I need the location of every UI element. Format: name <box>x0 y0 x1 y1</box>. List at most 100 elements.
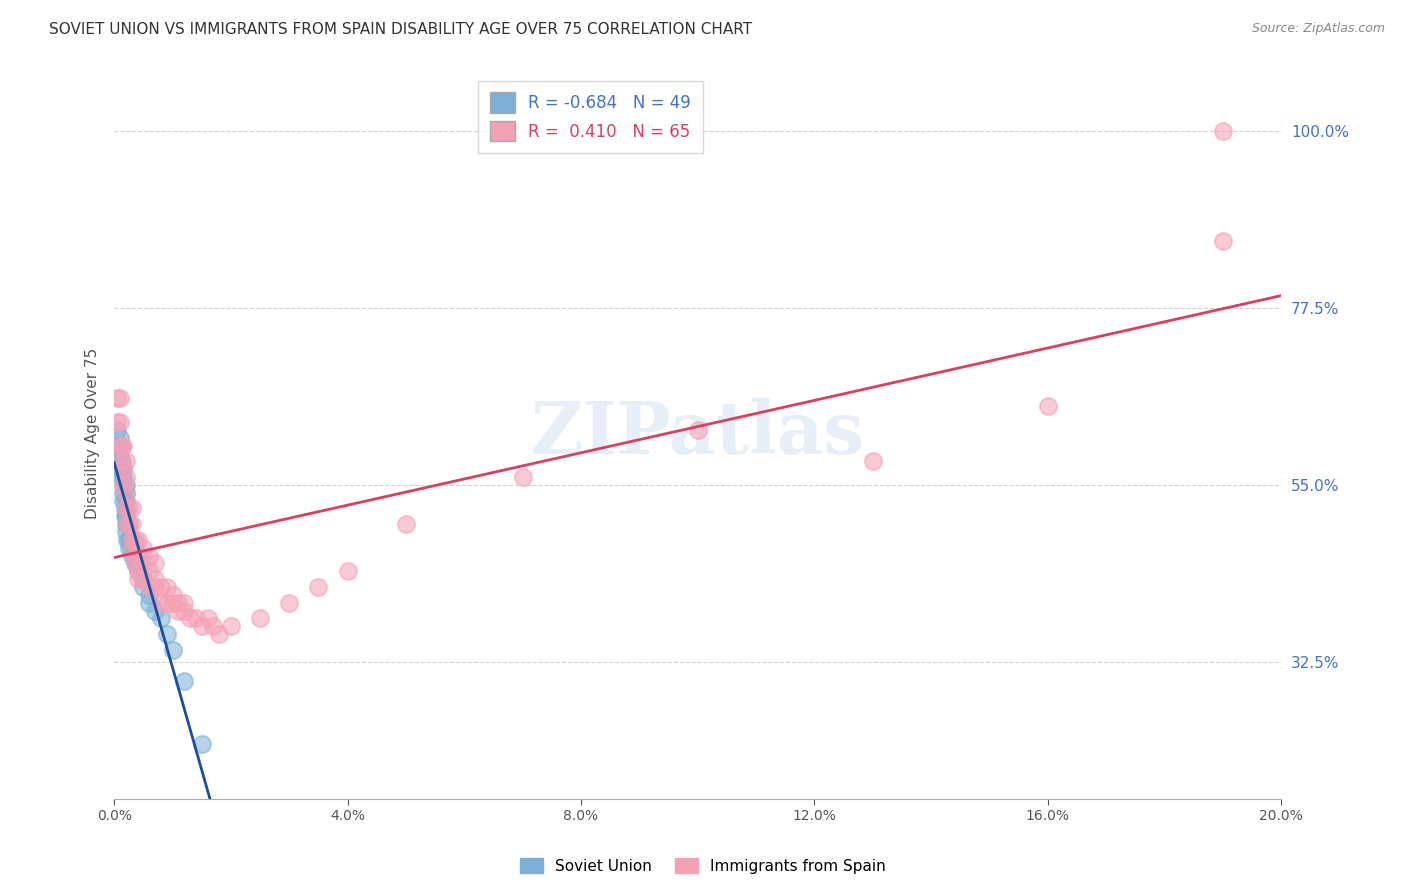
Point <box>115 501 138 516</box>
Point <box>127 549 149 563</box>
Legend: R = -0.684   N = 49, R =  0.410   N = 65: R = -0.684 N = 49, R = 0.410 N = 65 <box>478 80 703 153</box>
Point <box>190 619 212 633</box>
Point <box>124 549 146 563</box>
Point <box>115 509 138 524</box>
Point <box>105 423 128 437</box>
Point <box>115 485 138 500</box>
Text: Source: ZipAtlas.com: Source: ZipAtlas.com <box>1251 22 1385 36</box>
Point <box>138 549 160 563</box>
Point <box>111 478 134 492</box>
Point <box>249 611 271 625</box>
Point <box>219 619 242 633</box>
Legend: Soviet Union, Immigrants from Spain: Soviet Union, Immigrants from Spain <box>515 852 891 880</box>
Point <box>278 596 301 610</box>
Point <box>156 580 179 594</box>
Point <box>108 415 131 429</box>
Point <box>121 533 143 547</box>
Point <box>118 533 141 547</box>
Point <box>111 462 134 476</box>
Point <box>132 557 155 571</box>
Point <box>127 533 149 547</box>
Point <box>114 501 136 516</box>
Point <box>132 580 155 594</box>
Point <box>336 564 359 578</box>
Point <box>179 611 201 625</box>
Point <box>108 392 131 406</box>
Point <box>118 541 141 555</box>
Point <box>138 564 160 578</box>
Point <box>115 493 138 508</box>
Point <box>197 611 219 625</box>
Point <box>115 485 138 500</box>
Point <box>208 627 231 641</box>
Point <box>1212 235 1234 249</box>
Point <box>156 596 179 610</box>
Point <box>173 674 195 689</box>
Point <box>111 462 134 476</box>
Point <box>132 541 155 555</box>
Point <box>162 642 184 657</box>
Point <box>121 541 143 555</box>
Point <box>111 454 134 468</box>
Point <box>124 533 146 547</box>
Point <box>190 737 212 751</box>
Point <box>395 517 418 532</box>
Point <box>173 603 195 617</box>
Point <box>149 611 172 625</box>
Point <box>118 517 141 532</box>
Point <box>143 580 166 594</box>
Point <box>111 485 134 500</box>
Point <box>105 415 128 429</box>
Point <box>184 611 207 625</box>
Point <box>111 439 134 453</box>
Point <box>124 557 146 571</box>
Point <box>138 588 160 602</box>
Point <box>862 454 884 468</box>
Point <box>167 603 190 617</box>
Point <box>127 572 149 586</box>
Point <box>686 423 709 437</box>
Point <box>110 470 132 484</box>
Point <box>121 533 143 547</box>
Point <box>111 478 134 492</box>
Point <box>115 517 138 532</box>
Point <box>124 541 146 555</box>
Point <box>121 517 143 532</box>
Point <box>111 439 134 453</box>
Point <box>115 533 138 547</box>
Point <box>138 580 160 594</box>
Point <box>162 596 184 610</box>
Point <box>108 431 131 445</box>
Point <box>149 580 172 594</box>
Point <box>121 549 143 563</box>
Point <box>118 501 141 516</box>
Point <box>115 454 138 468</box>
Point <box>143 572 166 586</box>
Point <box>105 392 128 406</box>
Point <box>115 478 138 492</box>
Point <box>132 572 155 586</box>
Point <box>132 572 155 586</box>
Point <box>121 501 143 516</box>
Point <box>111 493 134 508</box>
Point <box>115 517 138 532</box>
Point <box>124 549 146 563</box>
Point <box>127 549 149 563</box>
Point <box>127 564 149 578</box>
Point <box>1036 399 1059 413</box>
Point <box>115 524 138 539</box>
Point <box>111 470 134 484</box>
Point <box>307 580 329 594</box>
Point <box>108 454 131 468</box>
Point <box>108 439 131 453</box>
Point <box>167 596 190 610</box>
Point <box>143 557 166 571</box>
Point <box>118 517 141 532</box>
Point <box>110 454 132 468</box>
Point <box>114 509 136 524</box>
Point <box>143 603 166 617</box>
Point <box>108 454 131 468</box>
Text: ZIPatlas: ZIPatlas <box>530 399 865 469</box>
Point <box>156 627 179 641</box>
Point <box>127 557 149 571</box>
